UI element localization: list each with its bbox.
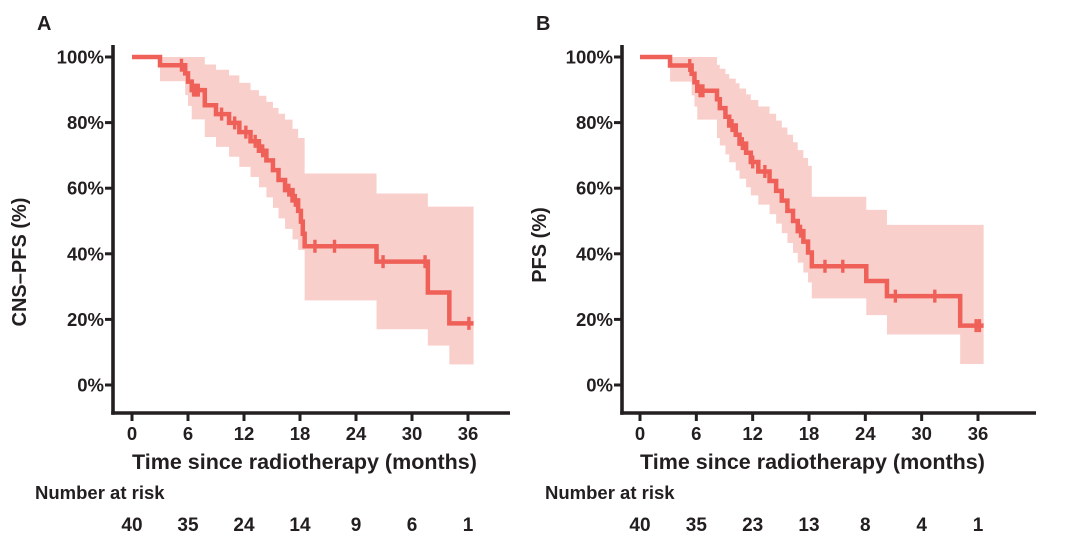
panel-b-risk-count: 13 — [798, 515, 819, 536]
panel-b-risk-count: 23 — [742, 515, 763, 536]
panel-b-y-tick-label: 60% — [576, 178, 613, 199]
panel-b-y-tick-label: 20% — [576, 309, 613, 330]
panel-b-x-tick-label: 6 — [691, 423, 701, 444]
panel-b-x-tick-label: 24 — [855, 423, 876, 444]
panel-a-x-tick-label: 0 — [127, 423, 137, 444]
panel-a-y-tick-label: 80% — [67, 112, 104, 133]
panel-a-y-tick-label: 0% — [77, 375, 104, 396]
panel-a-risk-count: 9 — [351, 515, 362, 536]
panel-b-risk-count: 35 — [686, 515, 708, 536]
panel-b-risk-count: 8 — [860, 515, 871, 536]
panel-b-label: B — [536, 13, 551, 35]
panel-b-y-tick-label: 0% — [586, 375, 613, 396]
panel-b-x-tick-label: 0 — [635, 423, 645, 444]
panel-b-risk-count: 40 — [629, 515, 650, 536]
panel-b-y-axis-title: PFS (%) — [529, 207, 551, 283]
panel-b-y-tick-label: 80% — [576, 112, 613, 133]
panel-a-x-tick-label: 30 — [402, 423, 423, 444]
panel-a-y-axis-title: CNS–PFS (%) — [9, 197, 31, 327]
panel-b-risk-count: 1 — [973, 515, 984, 536]
panel-b-survival-curve — [640, 54, 984, 328]
panel-a-risk-count: 6 — [407, 515, 418, 536]
panel-b-number-at-risk-label: Number at risk — [545, 482, 675, 503]
panel-b-confidence-band — [670, 57, 984, 365]
panel-a-risk-count: 24 — [233, 515, 255, 536]
panel-a-label: A — [37, 13, 52, 35]
panel-a-x-tick-label: 12 — [234, 423, 255, 444]
panel-b-risk-count: 4 — [916, 515, 927, 536]
panel-a-survival-curve — [132, 54, 474, 326]
panel-b-x-tick-label: 30 — [911, 423, 932, 444]
panel-a-risk-count: 1 — [463, 515, 474, 536]
panel-a-y-tick-label: 40% — [67, 243, 104, 264]
panel-b-x-tick-label: 18 — [799, 423, 820, 444]
panel-a-y-tick-label: 60% — [67, 178, 104, 199]
panel-a-risk-count: 40 — [121, 515, 142, 536]
panel-a-x-tick-label: 36 — [458, 423, 479, 444]
panel-b-y-tick-label: 40% — [576, 243, 613, 264]
panel-a-x-tick-label: 24 — [346, 423, 367, 444]
panel-a-x-tick-label: 6 — [183, 423, 193, 444]
panel-b-y-tick-label: 100% — [566, 47, 613, 68]
panel-a-number-at-risk-label: Number at risk — [35, 482, 165, 503]
panel-b-x-tick-label: 36 — [968, 423, 989, 444]
panel-a-y-tick-label: 100% — [57, 47, 104, 68]
panel-a-x-axis-title: Time since radiotherapy (months) — [132, 450, 477, 474]
panel-b-x-axis-title: Time since radiotherapy (months) — [640, 450, 985, 474]
panel-a-risk-count: 14 — [289, 515, 311, 536]
panel-a-x-tick-label: 18 — [290, 423, 311, 444]
panel-a-risk-count: 35 — [177, 515, 199, 536]
panel-b-x-tick-label: 12 — [742, 423, 763, 444]
panel-a-y-tick-label: 20% — [67, 309, 104, 330]
